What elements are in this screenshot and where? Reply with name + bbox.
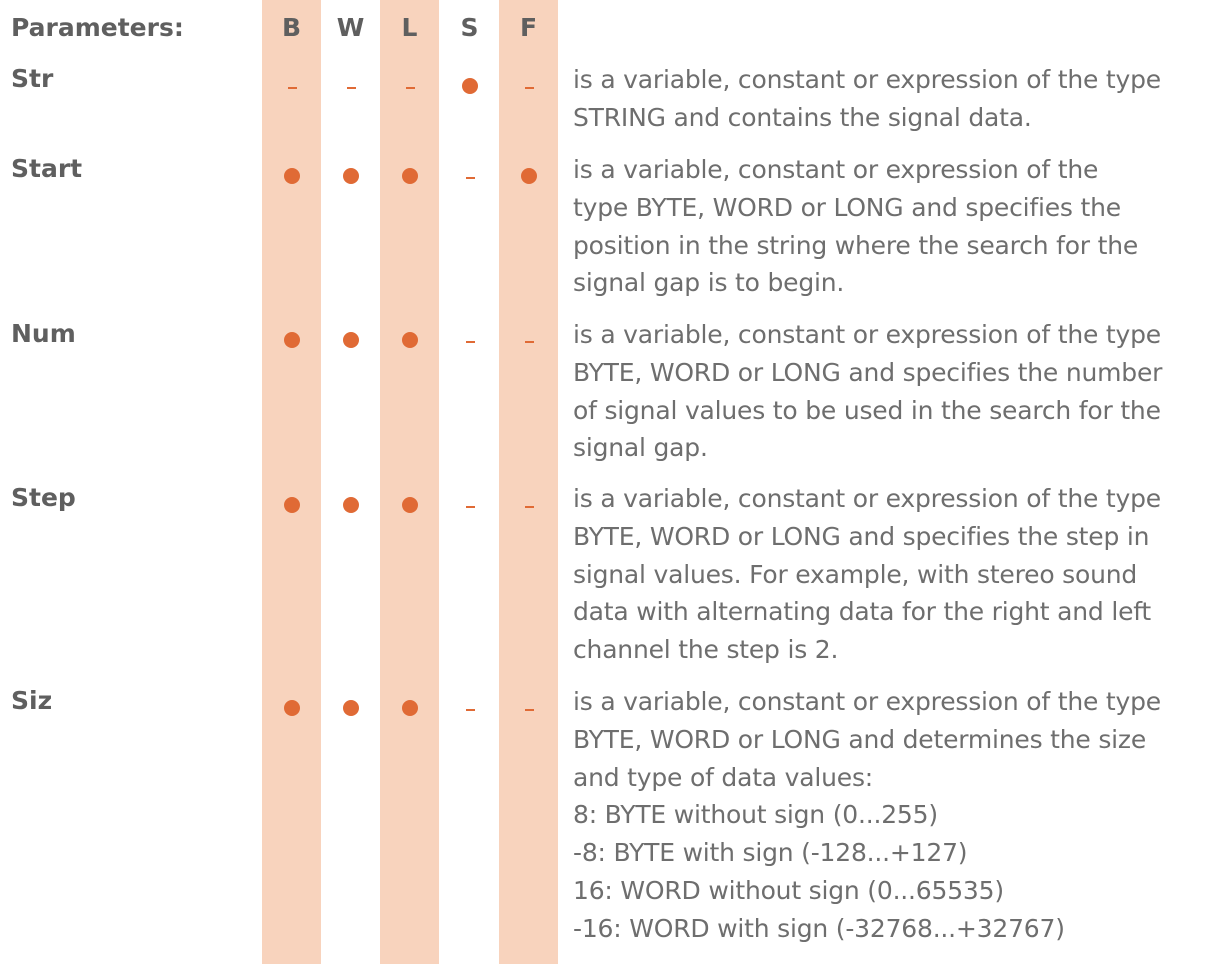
dot-marker: [283, 168, 300, 184]
dash-marker: [465, 177, 475, 179]
dot-marker: [401, 332, 418, 348]
param-description-num: is a variable, constant or expression of…: [573, 320, 1163, 463]
param-description-str: is a variable, constant or expression of…: [573, 65, 1161, 132]
flag-siz-s: [440, 698, 499, 718]
column-header-s: S: [460, 13, 479, 42]
dash-marker: [524, 341, 534, 343]
flag-siz-f: [499, 698, 558, 718]
dash-marker: [287, 87, 297, 89]
column-header-w: W: [336, 13, 365, 42]
flag-str-w: [321, 76, 380, 96]
column-band-l: [380, 0, 439, 964]
flag-str-s: [440, 76, 499, 96]
dash-marker: [405, 87, 415, 89]
flag-siz-w: [321, 698, 380, 718]
param-name-num: Num: [11, 319, 76, 348]
dot-marker: [401, 168, 418, 184]
column-band-f: [499, 0, 558, 964]
column-header-l: L: [401, 13, 418, 42]
flag-siz-b: [262, 698, 321, 718]
flag-num-w: [321, 330, 380, 350]
param-description-start: is a variable, constant or expression of…: [573, 155, 1139, 298]
flag-num-s: [440, 330, 499, 350]
flag-start-l: [380, 166, 439, 186]
dash-marker: [465, 341, 475, 343]
param-description-step: is a variable, constant or expression of…: [573, 484, 1161, 665]
dot-marker: [283, 700, 300, 716]
dot-marker: [401, 497, 418, 513]
flag-start-f: [499, 166, 558, 186]
column-band-b: [262, 0, 321, 964]
column-header-f: F: [519, 13, 538, 42]
dash-marker: [346, 87, 356, 89]
flag-step-b: [262, 495, 321, 515]
dot-marker: [342, 700, 359, 716]
dot-marker: [461, 78, 478, 94]
flag-num-f: [499, 330, 558, 350]
flag-start-b: [262, 166, 321, 186]
flag-step-f: [499, 495, 558, 515]
dot-marker: [401, 700, 418, 716]
flag-start-s: [440, 166, 499, 186]
dash-marker: [465, 506, 475, 508]
dash-marker: [465, 709, 475, 711]
flag-start-w: [321, 166, 380, 186]
parameters-heading: Parameters:: [11, 13, 184, 42]
dash-marker: [524, 87, 534, 89]
dash-marker: [524, 506, 534, 508]
flag-str-l: [380, 76, 439, 96]
dot-marker: [283, 332, 300, 348]
flag-step-s: [440, 495, 499, 515]
flag-num-l: [380, 330, 439, 350]
dot-marker: [342, 168, 359, 184]
flag-siz-l: [380, 698, 439, 718]
param-description-siz: is a variable, constant or expression of…: [573, 687, 1161, 943]
dot-marker: [342, 332, 359, 348]
param-name-siz: Siz: [11, 686, 53, 715]
dot-marker: [342, 497, 359, 513]
dot-marker: [283, 497, 300, 513]
flag-str-b: [262, 76, 321, 96]
flag-num-b: [262, 330, 321, 350]
param-name-start: Start: [11, 154, 83, 183]
flag-str-f: [499, 76, 558, 96]
flag-step-w: [321, 495, 380, 515]
dash-marker: [524, 709, 534, 711]
column-header-b: B: [281, 13, 302, 42]
param-name-step: Step: [11, 483, 76, 512]
flag-step-l: [380, 495, 439, 515]
param-name-str: Str: [11, 64, 54, 93]
dot-marker: [520, 168, 537, 184]
